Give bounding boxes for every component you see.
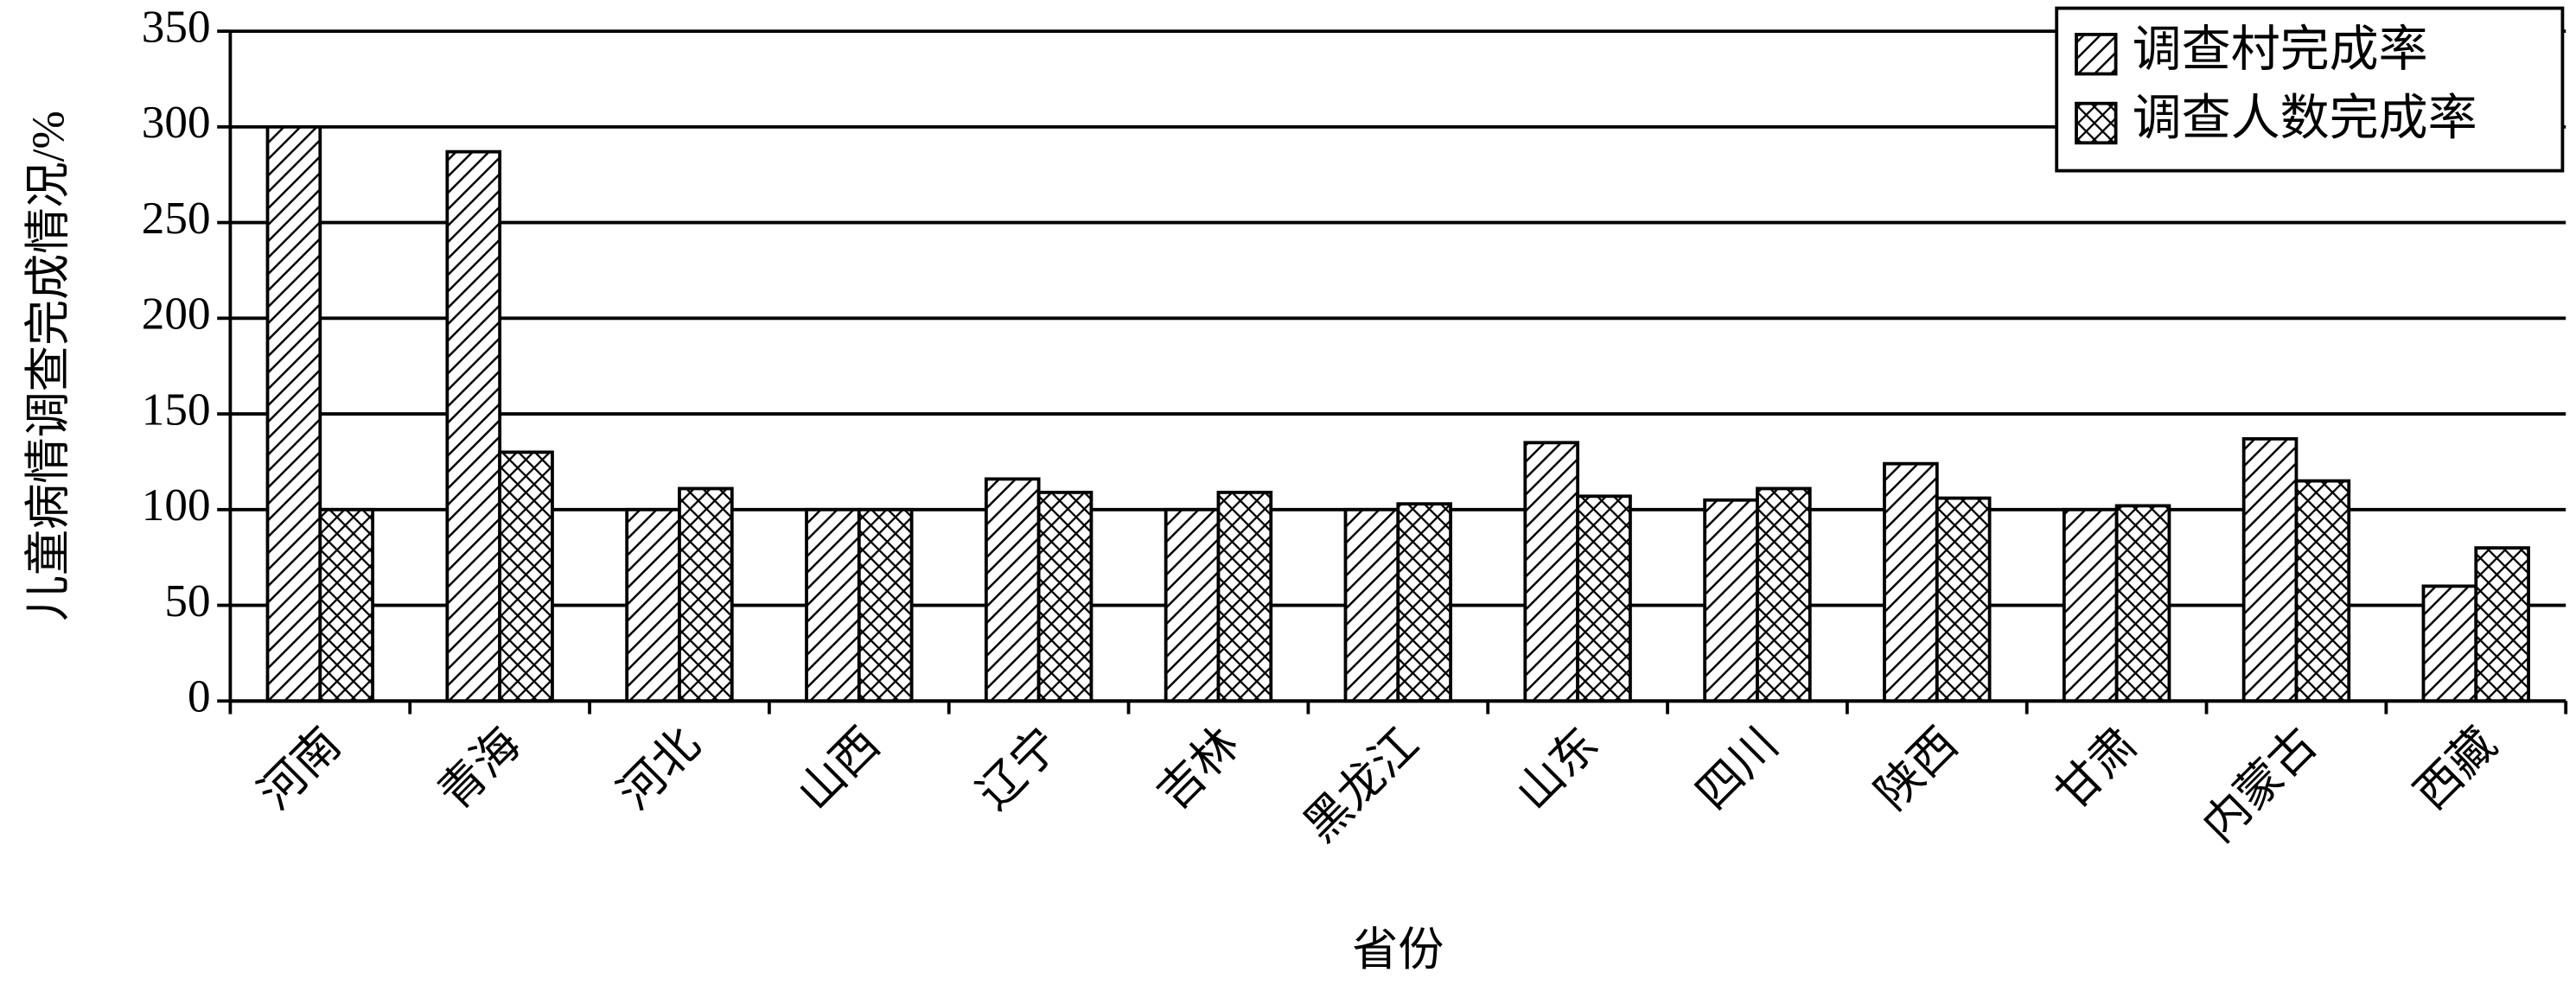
x-tick-label: 吉林: [1148, 718, 1249, 819]
bar: [1343, 507, 1400, 703]
bar: [678, 486, 734, 703]
y-axis-label: 儿童病情调查完成情况/%: [22, 111, 73, 621]
bar: [445, 149, 502, 703]
bar: [984, 477, 1041, 703]
bar: [318, 507, 375, 703]
y-tick-label: 250: [142, 193, 211, 244]
x-tick-label: 辽宁: [968, 718, 1069, 819]
legend-label: 调查人数完成率: [2133, 92, 2477, 146]
bar: [1216, 490, 1273, 703]
y-tick-label: 300: [142, 97, 211, 148]
x-tick-label: 四川: [1687, 718, 1788, 819]
legend-box: [2055, 6, 2565, 173]
bar: [1703, 498, 1759, 703]
bar: [805, 507, 861, 703]
bar: [1756, 486, 1812, 703]
bar: [2241, 436, 2299, 703]
bar: [625, 507, 681, 703]
bar: [1036, 490, 1094, 703]
bar: [1883, 461, 1939, 703]
x-tick-label: 河南: [249, 718, 350, 819]
x-tick-label: 西藏: [2405, 718, 2506, 819]
bar: [1164, 507, 1221, 703]
legend-swatch: [2075, 101, 2118, 145]
bar: [1396, 502, 1452, 703]
bar: [2421, 584, 2478, 703]
y-tick-label: 350: [142, 1, 211, 52]
bar: [498, 450, 554, 703]
y-tick-label: 0: [188, 671, 211, 722]
x-tick-label: 山东: [1507, 718, 1608, 819]
x-axis-label: 省份: [1352, 925, 1444, 975]
y-tick-label: 100: [142, 480, 211, 531]
y-tick-label: 50: [164, 575, 210, 626]
bar: [265, 124, 322, 703]
x-tick-label: 河北: [609, 718, 710, 819]
bar: [2294, 479, 2351, 703]
y-tick-label: 150: [142, 384, 211, 435]
x-tick-label: 甘肃: [2046, 718, 2147, 819]
bar: [2474, 546, 2530, 703]
x-tick-label: 陕西: [1866, 718, 1967, 819]
bar: [1523, 441, 1580, 703]
x-tick-label: 黑龙江: [1295, 718, 1429, 852]
x-tick-label: 青海: [429, 718, 530, 819]
y-tick-label: 200: [142, 289, 211, 340]
bar: [1935, 496, 1992, 703]
bar: [857, 507, 914, 703]
legend-label: 调查村完成率: [2133, 22, 2428, 77]
bar: [1576, 494, 1632, 703]
legend-swatch: [2075, 33, 2118, 76]
bar: [2114, 504, 2171, 703]
x-tick-label: 内蒙古: [2193, 718, 2327, 852]
bar: [2062, 507, 2119, 703]
x-tick-label: 山西: [788, 718, 889, 819]
